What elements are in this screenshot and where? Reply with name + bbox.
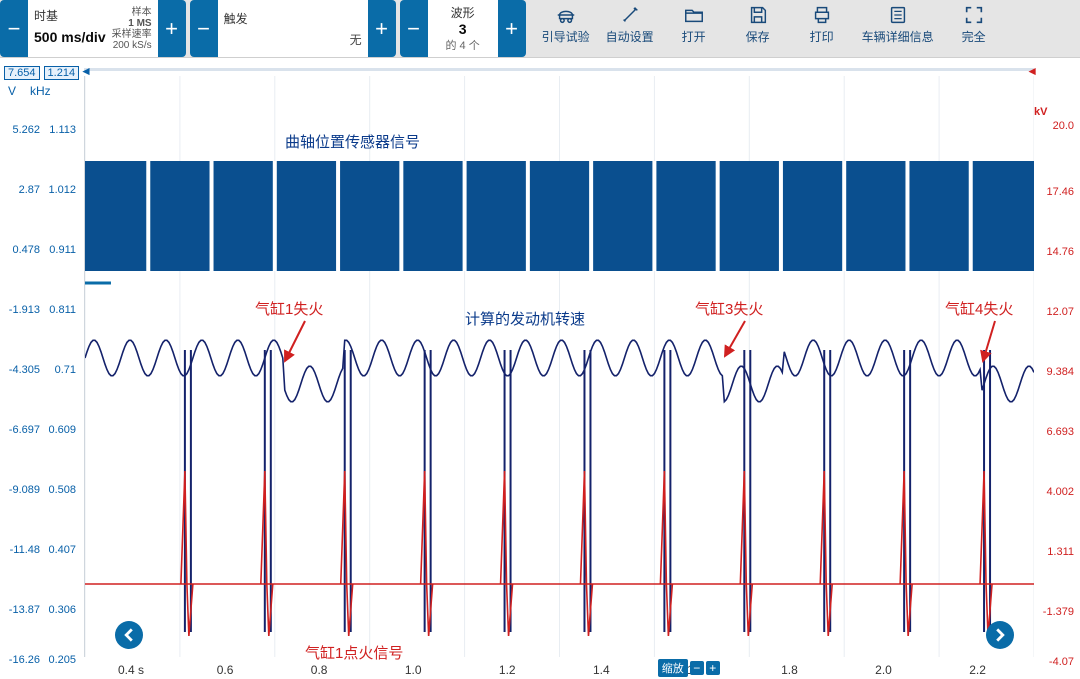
waveform-control: − 波形 3 的 4 个 + (400, 0, 526, 57)
full-icon (962, 4, 986, 26)
prev-waveform-button[interactable] (115, 621, 143, 649)
menu-label: 打印 (810, 28, 834, 45)
y-tick: -13.870.306 (6, 604, 76, 616)
vehicle-icon (886, 4, 910, 26)
x-tick: 1.0 (405, 663, 422, 677)
chart-canvas[interactable]: 曲轴位置传感器信号计算的发动机转速气缸1点火信号气缸1失火气缸3失火气缸4失火 (84, 76, 1034, 657)
timebase-samples-label: 样本 (128, 7, 151, 18)
zoom-out-button[interactable]: − (690, 661, 704, 675)
right-y-tick: -1.379 (1043, 606, 1074, 618)
timebase-value: 500 ms/div (34, 29, 106, 45)
right-y-tick: 4.002 (1046, 486, 1074, 498)
menu-label: 车辆详细信息 (862, 28, 934, 45)
next-waveform-button[interactable] (986, 621, 1014, 649)
guide-icon (554, 4, 578, 26)
waveform-plus-button[interactable]: + (498, 0, 526, 57)
menu-auto-button[interactable]: 自动设置 (606, 4, 654, 57)
y-tick: 0.4780.911 (6, 244, 76, 256)
right-axis-unit-label: kV (1034, 106, 1074, 118)
menu-vehicle-button[interactable]: 车辆详细信息 (862, 4, 934, 57)
right-y-tick: 20.0 (1053, 120, 1074, 132)
timebase-label: 时基 (34, 7, 58, 24)
timebase-samples-value: 1 MS (128, 18, 151, 29)
right-y-tick: 9.384 (1046, 366, 1074, 378)
timebase-plus-button[interactable]: + (158, 0, 186, 57)
toolbar: − 时基 样本 1 MS 500 ms/div 采样速率 200 kS/s + … (0, 0, 1080, 58)
auto-icon (618, 4, 642, 26)
y-tick: -4.3050.71 (6, 364, 76, 376)
x-tick: 0.6 (217, 663, 234, 677)
buffer-scrollbar[interactable]: ◄ ◄ (84, 64, 1034, 74)
zoom-control[interactable]: 缩放−+ (658, 659, 720, 677)
right-y-tick: 1.311 (1047, 546, 1074, 558)
x-axis: 0.4 s0.60.81.01.21.41.61.82.02.2缩放−+ (84, 659, 1034, 679)
waveform-body[interactable]: 波形 3 的 4 个 (428, 0, 498, 57)
x-tick: 1.8 (781, 663, 798, 677)
menu-full-button[interactable]: 完全 (950, 4, 998, 57)
menu-label: 完全 (962, 28, 986, 45)
chevron-left-icon (122, 628, 136, 642)
menu-label: 打开 (682, 28, 706, 45)
trigger-plus-button[interactable]: + (368, 0, 396, 57)
right-y-tick: 17.46 (1046, 186, 1074, 198)
timebase-body[interactable]: 时基 样本 1 MS 500 ms/div 采样速率 200 kS/s (28, 0, 158, 57)
left-y-axis: 5.2621.113 2.871.012 0.4780.911 -1.9130.811… (0, 58, 80, 679)
menu-print-button[interactable]: 打印 (798, 4, 846, 57)
menu-guide-button[interactable]: 引导试验 (542, 4, 590, 57)
x-tick: 2.2 (969, 663, 986, 677)
y-tick: 5.2621.113 (6, 124, 76, 136)
x-tick: 0.8 (311, 663, 328, 677)
x-tick: 2.0 (875, 663, 892, 677)
save-icon (746, 4, 770, 26)
y-tick: -16.260.205 (6, 654, 76, 666)
timebase-rate-label: 采样速率 (112, 29, 152, 40)
trigger-minus-button[interactable]: − (190, 0, 218, 57)
x-tick: 1.2 (499, 663, 516, 677)
trigger-label: 触发 (224, 10, 362, 27)
trigger-value: 无 (224, 27, 362, 48)
y-tick: -9.0890.508 (6, 484, 76, 496)
right-y-tick: 14.76 (1046, 246, 1074, 258)
menu-label: 保存 (746, 28, 770, 45)
y-tick: 2.871.012 (6, 184, 76, 196)
y-tick: -11.480.407 (6, 544, 76, 556)
menu-label: 引导试验 (542, 28, 590, 45)
timebase-minus-button[interactable]: − (0, 0, 28, 57)
x-tick: 1.4 (593, 663, 610, 677)
menu-open-button[interactable]: 打开 (670, 4, 718, 57)
right-y-tick: -4.07 (1049, 656, 1074, 668)
x-tick: 0.4 s (118, 663, 144, 677)
open-icon (682, 4, 706, 26)
plot-area: ◄ ◄ 7.654 1.214 V kHz 5.2621.1132.871.01… (0, 58, 1080, 679)
trigger-body[interactable]: 触发 无 (218, 0, 368, 57)
waveform-value: 3 (459, 21, 467, 37)
timebase-rate-value: 200 kS/s (112, 40, 152, 51)
menu-bar: 引导试验自动设置 打开 保存 打印 车辆详细信息 完全 (530, 0, 1080, 57)
right-y-tick: 6.693 (1046, 426, 1074, 438)
waveform-sub: 的 4 个 (445, 37, 479, 53)
menu-label: 自动设置 (606, 28, 654, 45)
y-tick: -6.6970.609 (6, 424, 76, 436)
chevron-right-icon (993, 628, 1007, 642)
waveform-label: 波形 (451, 4, 475, 21)
menu-save-button[interactable]: 保存 (734, 4, 782, 57)
zoom-label: 缩放 (658, 659, 688, 677)
right-axis-unit: kV (1034, 106, 1074, 118)
waveform-svg (85, 76, 1034, 657)
timebase-control: − 时基 样本 1 MS 500 ms/div 采样速率 200 kS/s + (0, 0, 186, 57)
print-icon (810, 4, 834, 26)
zoom-in-button[interactable]: + (706, 661, 720, 675)
waveform-minus-button[interactable]: − (400, 0, 428, 57)
y-tick: -1.9130.811 (6, 304, 76, 316)
right-y-tick: 12.07 (1046, 306, 1074, 318)
trigger-control: − 触发 无 + (190, 0, 396, 57)
